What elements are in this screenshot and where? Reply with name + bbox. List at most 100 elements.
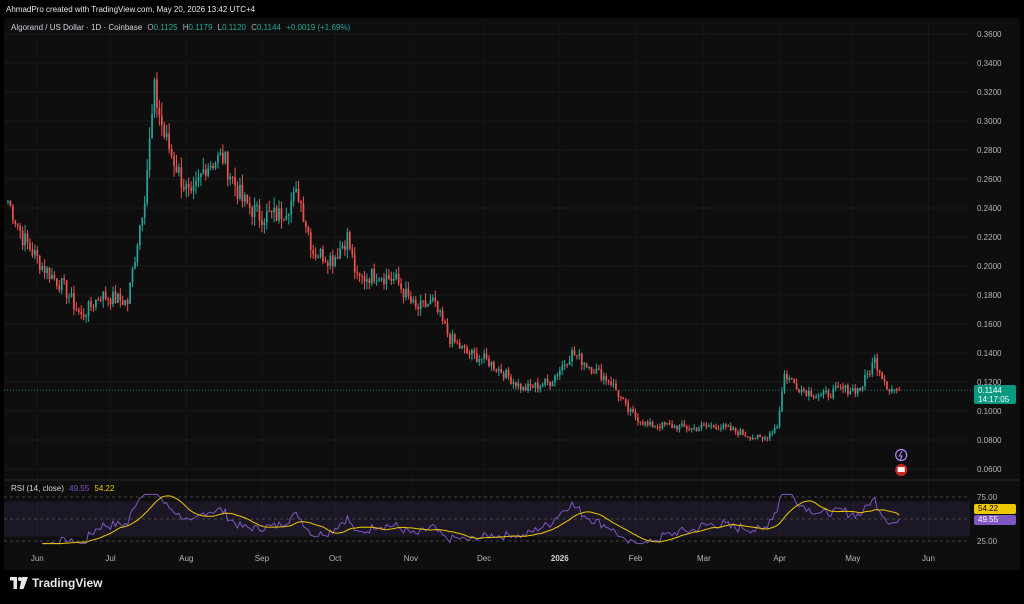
candle-body [422, 300, 424, 302]
candle-body [95, 299, 97, 308]
candle-body [871, 363, 874, 374]
candle-body [854, 388, 857, 394]
candle-body [278, 208, 280, 221]
y-tick-label: 0.1200 [977, 378, 1002, 387]
candle-body [668, 423, 671, 425]
candle-body [764, 437, 766, 440]
low-key: L [217, 23, 223, 32]
candle-body [634, 412, 637, 418]
candle-body [75, 309, 78, 311]
candle-body [226, 151, 229, 180]
y-tick-label: 0.2400 [977, 204, 1002, 213]
candle-body [361, 275, 363, 277]
candle-body [256, 205, 258, 207]
candle-body [53, 274, 56, 279]
candle-body [707, 426, 710, 428]
candle-body [478, 359, 481, 362]
candle-body [397, 273, 400, 284]
candle-body [312, 250, 315, 255]
candle-body [610, 381, 612, 385]
candle-body [561, 365, 564, 371]
candle-body [883, 378, 886, 382]
x-tick-label: Feb [629, 554, 643, 563]
candle-body [136, 245, 139, 263]
rsi-indicator-name[interactable]: RSI (14, close) [11, 484, 64, 493]
candle-body [815, 396, 818, 398]
candle-body [114, 291, 117, 303]
rsi-ma-line [42, 495, 900, 545]
candle-body [612, 383, 615, 385]
tradingview-logo[interactable]: TradingView [10, 576, 102, 590]
y-tick-label: 0.1800 [977, 291, 1002, 300]
candle-body [673, 425, 676, 428]
candle-body [578, 353, 581, 356]
candle-body [671, 424, 673, 428]
candle-body [698, 428, 700, 431]
candle-body [895, 389, 898, 391]
y-tick-label: 0.3400 [977, 59, 1002, 68]
candle-body [19, 226, 22, 231]
candle-body [690, 427, 693, 430]
candle-body [629, 408, 632, 413]
candle-body [151, 113, 153, 139]
candle-body [29, 242, 31, 250]
header-attribution: AhmadPro created with TradingView.com, M… [6, 5, 256, 14]
candle-body [175, 165, 178, 173]
candle-body [34, 250, 36, 256]
candle-body [395, 273, 398, 279]
candle-body [180, 167, 183, 188]
candle-body [639, 421, 642, 423]
candle-body [898, 389, 901, 391]
candle-body [534, 382, 537, 388]
candle-body [659, 426, 661, 429]
symbol-name[interactable]: Algorand / US Dollar · 1D · Coinbase [11, 23, 143, 32]
candle-body [710, 425, 713, 427]
candle-body [26, 233, 29, 243]
candle-body [573, 350, 576, 356]
candle-body [368, 279, 371, 284]
candle-body [410, 296, 412, 303]
candle-body [480, 358, 483, 360]
candle-body [334, 256, 337, 267]
candle-body [873, 357, 876, 364]
candle-body [466, 347, 468, 353]
candle-body [38, 255, 41, 270]
candle-body [544, 379, 547, 385]
candle-body [219, 152, 222, 155]
candle-body [190, 187, 192, 191]
candle-body [546, 379, 549, 382]
y-tick-label: 0.1400 [977, 349, 1002, 358]
candle-body [742, 429, 744, 435]
candle-body [195, 180, 197, 186]
candle-body [51, 274, 53, 280]
candle-body [473, 350, 476, 354]
chart-panel[interactable] [4, 18, 1020, 570]
y-tick-label: 0.1600 [977, 320, 1002, 329]
candle-body [849, 391, 852, 395]
candle-body [724, 424, 727, 427]
candle-body [366, 279, 368, 282]
candle-body [253, 205, 256, 217]
candle-body [800, 389, 803, 393]
rsi-line [42, 493, 900, 545]
candle-body [36, 250, 39, 256]
rsi-value: 49.55 [69, 484, 90, 493]
candle-body [507, 369, 510, 377]
candle-body [319, 248, 322, 258]
candle-body [77, 309, 80, 312]
candle-body [126, 300, 129, 304]
candle-body [619, 397, 622, 399]
candle-body [129, 282, 131, 304]
candle-body [192, 185, 195, 191]
candle-body [46, 267, 48, 273]
candle-body [309, 232, 312, 251]
candle-body [217, 154, 219, 163]
candle-body [729, 425, 732, 431]
candle-body [693, 427, 695, 429]
candle-body [488, 358, 490, 367]
candle-body [727, 425, 730, 427]
candle-body [822, 391, 825, 395]
candle-body [153, 79, 156, 114]
candle-body [869, 373, 871, 375]
